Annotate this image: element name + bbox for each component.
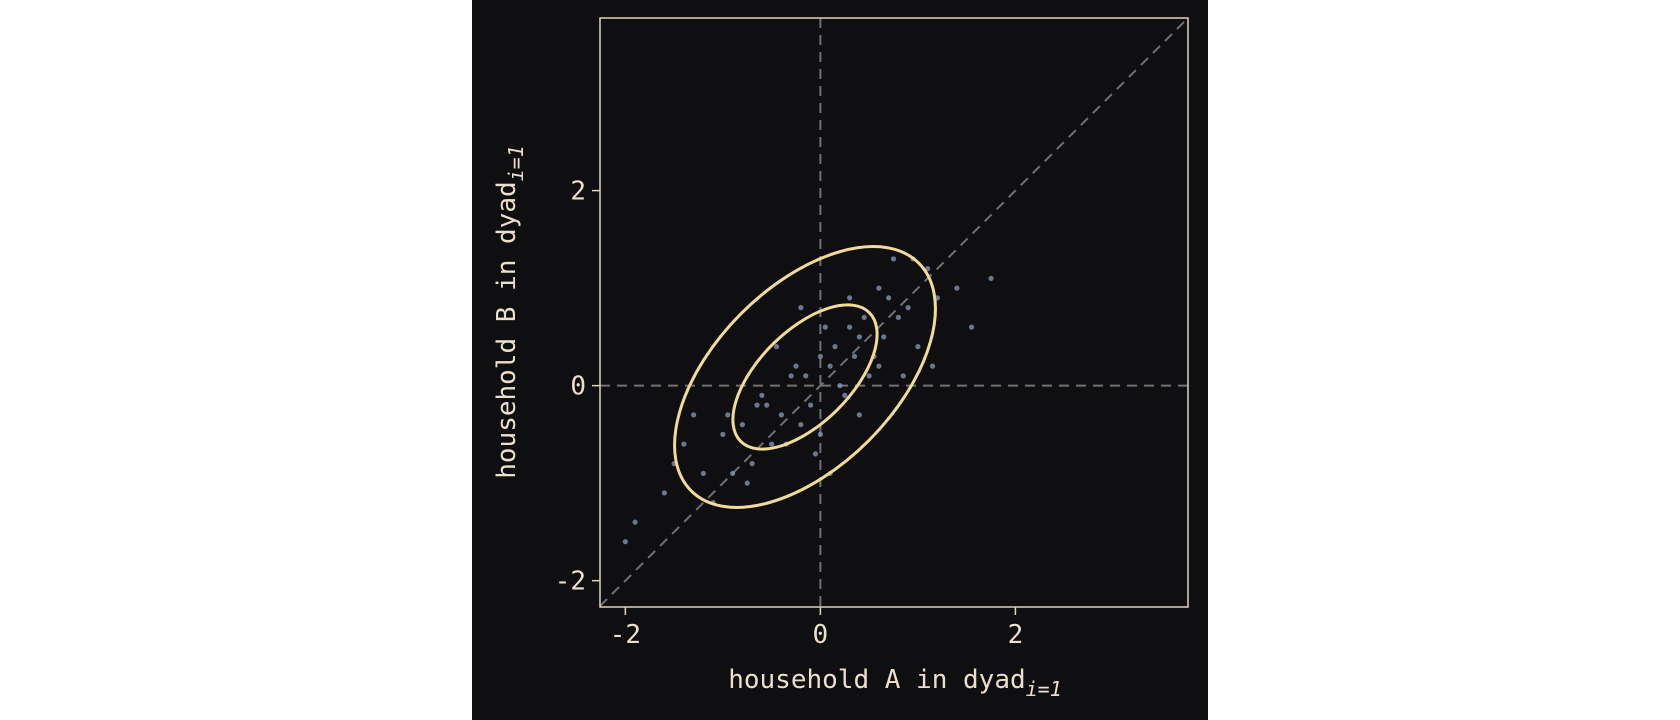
x-tick-label: 0	[813, 620, 829, 650]
point	[788, 373, 794, 379]
point	[725, 412, 731, 418]
point	[929, 363, 936, 369]
y-label-text: household B in dyad	[492, 181, 522, 478]
point	[822, 324, 828, 330]
point	[744, 480, 750, 486]
inner-contour	[731, 303, 879, 451]
point	[793, 363, 799, 369]
point	[803, 373, 809, 379]
point	[632, 519, 638, 525]
identity-line	[599, 17, 1189, 607]
point	[847, 295, 853, 301]
point	[622, 539, 628, 545]
point	[856, 334, 862, 340]
point	[876, 285, 882, 291]
point	[988, 275, 994, 281]
point	[905, 305, 911, 311]
point	[720, 431, 726, 437]
point	[895, 314, 901, 320]
point	[661, 490, 667, 496]
point	[730, 470, 736, 477]
point	[798, 305, 804, 311]
point	[915, 344, 921, 350]
point	[851, 353, 858, 359]
point	[832, 344, 838, 350]
x-label-subscript: i=1	[1026, 677, 1062, 701]
x-tick-label: 2	[1008, 620, 1024, 650]
point	[968, 324, 975, 330]
point	[817, 431, 823, 437]
y-axis-label: household B in dyadi=1	[492, 145, 528, 479]
point	[778, 412, 784, 418]
x-tick-label: -2	[610, 620, 641, 650]
point	[739, 422, 745, 428]
point	[691, 412, 697, 418]
point	[856, 412, 862, 418]
y-tick-label: 2	[570, 177, 586, 207]
point	[837, 383, 843, 389]
outer-contour	[673, 245, 937, 509]
point	[900, 373, 906, 379]
point	[954, 285, 960, 291]
point	[808, 402, 814, 408]
point	[773, 344, 780, 350]
point	[764, 402, 770, 408]
point	[890, 256, 897, 262]
point	[812, 451, 819, 457]
point	[847, 324, 853, 330]
point	[827, 363, 833, 369]
frame	[599, 17, 1189, 608]
x-axis-label: household A in dyadi=1	[728, 665, 1062, 701]
point	[861, 314, 867, 320]
point	[798, 422, 804, 428]
y-tick-label: 0	[570, 372, 586, 402]
y-label-subscript: i=1	[504, 145, 528, 181]
point	[749, 461, 755, 467]
point	[769, 441, 775, 447]
point	[876, 363, 882, 369]
point	[759, 392, 765, 398]
point	[700, 470, 706, 477]
point	[842, 392, 848, 398]
point	[817, 353, 823, 359]
y-tick-label: -2	[555, 567, 586, 597]
point	[866, 373, 872, 379]
point	[681, 441, 687, 447]
contours	[673, 245, 937, 509]
point	[881, 334, 887, 340]
point	[886, 295, 892, 301]
x-label-text: household A in dyad	[728, 665, 1025, 695]
point	[754, 402, 760, 408]
